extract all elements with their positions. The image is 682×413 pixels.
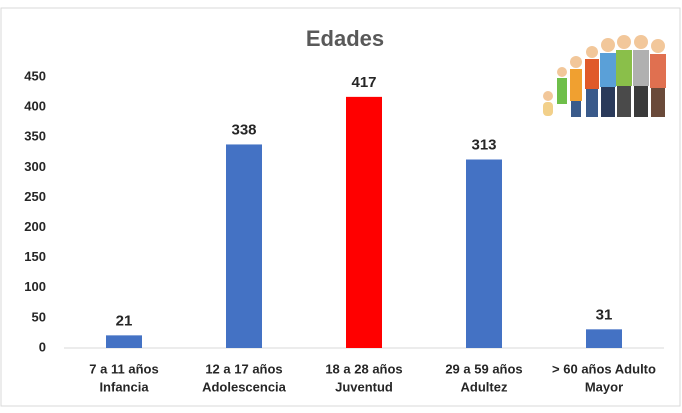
x-tick-label: > 60 años Adulto — [552, 361, 656, 376]
value-label: 417 — [351, 74, 376, 91]
y-tick-label: 450 — [24, 68, 46, 83]
y-tick-label: 150 — [24, 249, 46, 264]
y-tick-label: 250 — [24, 189, 46, 204]
y-tick-label: 0 — [39, 339, 46, 354]
y-tick-label: 300 — [24, 159, 46, 174]
x-tick-label: 29 a 59 años — [445, 361, 522, 376]
x-tick-label: Juventud — [335, 379, 393, 394]
x-tick-label: Infancia — [99, 379, 149, 394]
chart-title: Edades — [306, 26, 384, 51]
x-tick-label: 12 a 17 años — [205, 361, 282, 376]
chart-frame — [1, 8, 680, 406]
value-label: 313 — [471, 136, 496, 153]
x-tick-label: Adolescencia — [202, 379, 287, 394]
x-tick-label: 18 a 28 años — [325, 361, 402, 376]
bar — [226, 144, 262, 348]
value-label: 338 — [231, 121, 256, 138]
value-label: 31 — [596, 306, 613, 323]
bar — [586, 329, 622, 348]
x-tick-label: Adultez — [461, 379, 508, 394]
y-tick-label: 200 — [24, 219, 46, 234]
chart: Edades 0 50 100 150 200 250 300 350 400 450 7 a 11… — [0, 0, 682, 408]
bar — [466, 160, 502, 348]
value-label: 21 — [116, 312, 133, 329]
y-tick-label: 350 — [24, 129, 46, 144]
y-tick-label: 100 — [24, 279, 46, 294]
y-tick-label: 400 — [24, 99, 46, 114]
x-tick-label: Mayor — [585, 379, 623, 394]
x-tick-label: 7 a 11 años — [89, 361, 158, 376]
y-tick-label: 50 — [32, 309, 46, 324]
bar — [346, 97, 382, 348]
bar — [106, 335, 142, 348]
